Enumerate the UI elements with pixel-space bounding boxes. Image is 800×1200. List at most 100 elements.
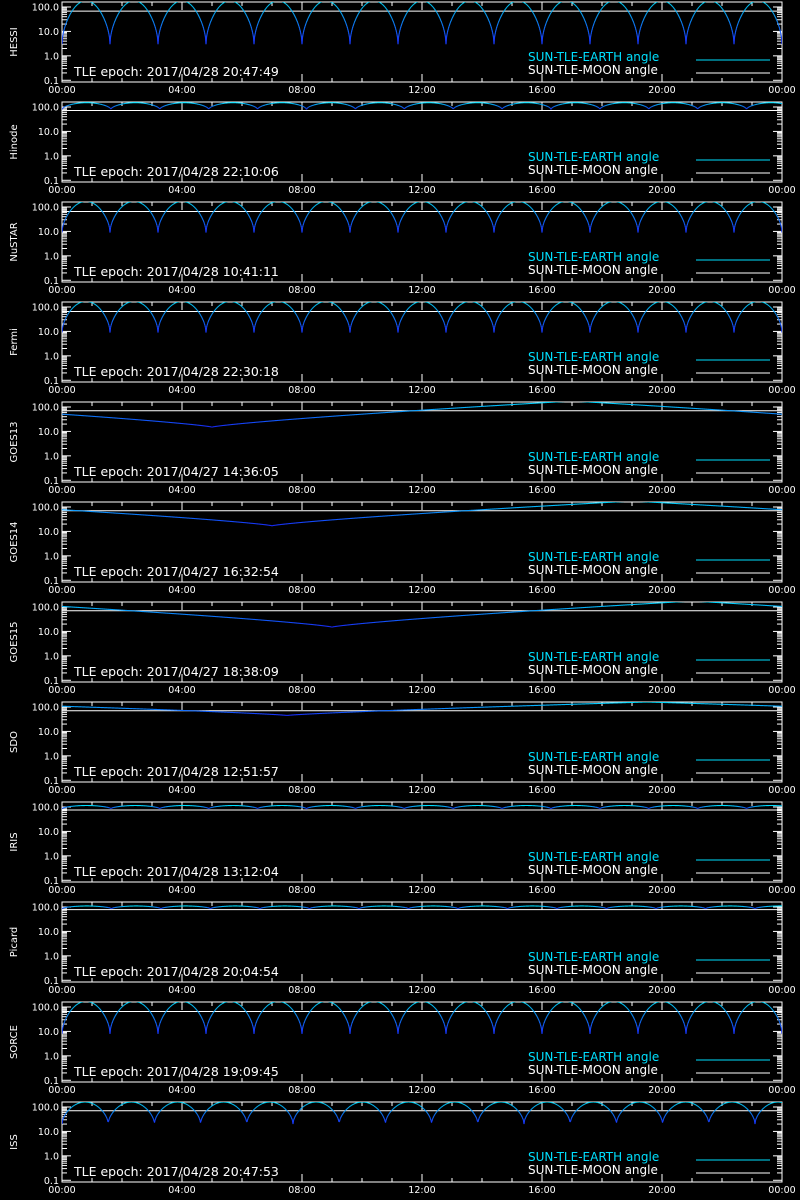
series-line-earth	[208, 107, 210, 109]
series-line-earth	[346, 28, 349, 31]
series-line-earth	[159, 107, 161, 110]
series-line-earth	[579, 10, 581, 12]
series-line-earth	[648, 8, 650, 10]
series-line-earth	[537, 218, 540, 221]
series-line-earth	[455, 10, 457, 13]
series-line-earth	[195, 208, 197, 210]
series-line-earth	[99, 10, 101, 13]
series-line-earth	[681, 218, 684, 221]
series-line-earth	[531, 10, 533, 13]
series-line-earth	[649, 7, 651, 9]
series-line-earth	[452, 107, 454, 110]
series-line-earth	[530, 9, 532, 11]
series-line-earth	[390, 16, 392, 18]
series-line-earth	[301, 34, 304, 38]
series-line-earth	[68, 212, 70, 214]
series-line-earth	[405, 13, 407, 15]
series-line-earth	[677, 210, 679, 213]
series-line-earth	[549, 14, 551, 16]
series-line-earth	[631, 213, 633, 216]
series-line-earth	[74, 6, 76, 9]
series-line-earth	[148, 11, 150, 14]
series-line-earth	[552, 8, 554, 10]
series-line-earth	[145, 7, 147, 10]
series-line-earth	[111, 320, 114, 323]
series-line-earth	[167, 208, 169, 210]
series-line-earth	[411, 5, 413, 7]
series-line-earth	[265, 7, 267, 10]
series-line-earth	[454, 11, 456, 14]
x-tick-label: 00:00	[768, 385, 795, 396]
series-line-earth	[453, 13, 455, 15]
series-line-earth	[117, 310, 119, 312]
series-line-earth	[114, 314, 116, 317]
series-line-earth	[405, 210, 407, 213]
series-line-earth	[66, 18, 69, 20]
series-line-earth	[297, 216, 299, 218]
series-line-earth	[306, 108, 308, 110]
series-line-earth	[767, 5, 769, 7]
series-line-earth	[96, 6, 98, 9]
series-line-earth	[483, 10, 485, 13]
series-line-earth	[240, 6, 242, 8]
series-line-earth	[597, 13, 599, 15]
series-line-earth	[72, 8, 74, 10]
series-line-earth	[307, 213, 309, 216]
series-line-earth	[217, 7, 219, 9]
series-line-earth	[71, 307, 73, 310]
series-line-earth	[357, 14, 359, 16]
series-line-earth	[395, 223, 398, 226]
series-line-earth	[674, 8, 676, 10]
series-line-earth	[533, 13, 535, 15]
series-line-earth	[110, 31, 113, 35]
series-line-earth	[109, 37, 112, 45]
series-line-earth	[356, 15, 358, 17]
series-line-earth	[350, 223, 353, 226]
series-line-earth	[692, 212, 694, 214]
series-line-earth	[675, 10, 677, 12]
series-line-earth	[251, 223, 254, 226]
series-line-earth	[410, 6, 412, 8]
series-line-earth	[308, 211, 310, 213]
series-line-earth	[163, 17, 165, 19]
series-line-earth	[480, 6, 482, 9]
series-line-earth	[115, 313, 117, 316]
series-line-earth	[298, 28, 301, 31]
series-line-earth	[406, 209, 408, 211]
series-line-earth	[63, 219, 66, 222]
series-line-earth	[696, 207, 698, 209]
series-line-earth	[541, 37, 544, 45]
series-line-earth	[147, 208, 149, 210]
series-line-earth	[771, 208, 773, 210]
series-line-earth	[194, 8, 196, 10]
series-line-earth	[454, 209, 456, 211]
series-line-earth	[112, 218, 115, 221]
series-line-earth	[310, 209, 312, 211]
series-line-earth	[349, 225, 352, 228]
series-line-earth	[735, 28, 738, 31]
series-line-earth	[590, 29, 593, 33]
series-line-earth	[385, 7, 387, 9]
series-line-earth	[743, 207, 745, 210]
series-line-earth	[506, 6, 508, 9]
series-line-earth	[149, 14, 151, 16]
series-line-earth	[293, 14, 295, 16]
series-line-earth	[403, 213, 405, 216]
series-line-earth	[410, 6, 412, 9]
series-line-earth	[407, 208, 409, 210]
series-line-earth	[548, 212, 550, 214]
series-line-earth	[250, 219, 253, 222]
series-line-earth	[162, 18, 165, 20]
series-line-earth	[774, 15, 776, 17]
series-line-earth	[255, 28, 258, 31]
series-line-earth	[625, 7, 627, 10]
series-line-earth	[147, 207, 149, 210]
series-line-earth	[101, 310, 103, 312]
x-tick-label: 16:00	[528, 385, 555, 396]
chart-panel-hinode: 100.0 10.0 1.0 0.1 00:00 04:00 08:00 12:00 16:00…	[0, 100, 800, 200]
series-line-earth	[723, 207, 725, 210]
series-line-earth	[163, 213, 165, 215]
series-line-earth	[203, 222, 206, 225]
series-line-earth	[119, 10, 121, 13]
series-line-earth	[210, 18, 213, 20]
